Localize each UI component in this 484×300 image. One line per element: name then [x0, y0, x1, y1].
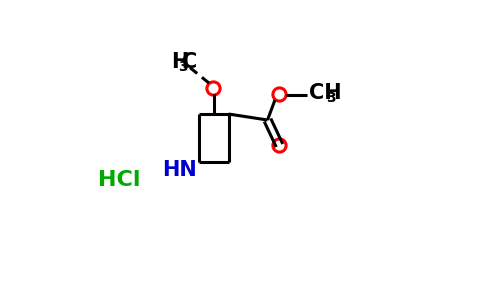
- Text: C: C: [182, 52, 197, 71]
- Text: 3: 3: [326, 92, 335, 105]
- Text: 3: 3: [178, 60, 187, 74]
- Text: H: H: [171, 52, 189, 71]
- Text: HCl: HCl: [98, 170, 140, 190]
- Text: HN: HN: [162, 160, 197, 179]
- Text: CH: CH: [309, 83, 342, 103]
